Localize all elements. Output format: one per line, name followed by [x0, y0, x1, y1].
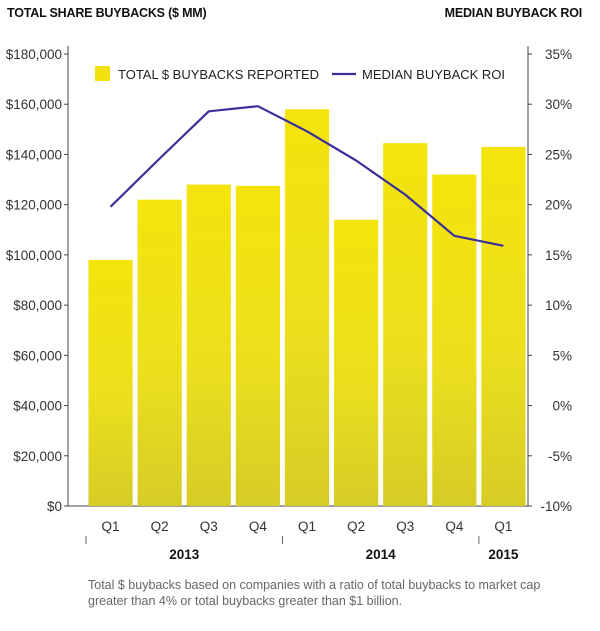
left-tick-label: $40,000 [13, 399, 62, 414]
year-label: 2015 [488, 547, 519, 562]
quarter-label: Q4 [445, 519, 464, 534]
right-tick-label: 25% [545, 147, 572, 162]
left-axis-title: TOTAL SHARE BUYBACKS ($ MM) [7, 6, 207, 20]
buyback-bar [137, 199, 182, 506]
left-tick-label: $140,000 [6, 147, 62, 162]
left-tick-label: $180,000 [6, 47, 62, 62]
right-tick-label: 15% [545, 248, 572, 263]
quarter-label: Q1 [494, 519, 512, 534]
legend-bar-label: TOTAL $ BUYBACKS REPORTED [118, 67, 319, 82]
buyback-bar [235, 185, 280, 507]
left-tick-label: $80,000 [13, 298, 62, 313]
right-tick-label: 35% [545, 47, 572, 62]
buyback-bar [186, 184, 231, 507]
right-tick-label: -10% [540, 499, 572, 514]
right-axis-title: MEDIAN BUYBACK ROI [444, 6, 583, 20]
right-tick-label: -5% [548, 449, 572, 464]
left-tick-label: $100,000 [6, 248, 62, 263]
quarter-label: Q4 [249, 519, 268, 534]
buyback-bar [88, 259, 133, 506]
year-label: 2014 [366, 547, 397, 562]
right-tick-label: 20% [545, 198, 572, 213]
right-tick-label: 0% [552, 399, 572, 414]
buyback-bar [481, 146, 526, 506]
year-label: 2013 [169, 547, 200, 562]
left-tick-label: $60,000 [13, 348, 62, 363]
quarter-label: Q3 [396, 519, 414, 534]
left-tick-label: $120,000 [6, 198, 62, 213]
roi-line [109, 105, 504, 247]
quarter-label: Q1 [298, 519, 316, 534]
quarter-label: Q2 [347, 519, 365, 534]
right-tick-label: 10% [545, 298, 572, 313]
right-tick-label: 5% [552, 348, 572, 363]
buyback-bar [432, 174, 477, 507]
quarter-label: Q3 [200, 519, 218, 534]
right-tick-label: 30% [545, 97, 572, 112]
left-tick-label: $20,000 [13, 449, 62, 464]
left-tick-label: $160,000 [6, 97, 62, 112]
legend-line-label: MEDIAN BUYBACK ROI [362, 67, 505, 82]
left-tick-label: $0 [47, 499, 62, 514]
legend-bar-swatch [95, 66, 110, 81]
quarter-label: Q2 [151, 519, 169, 534]
buyback-bar [383, 143, 428, 506]
quarter-label: Q1 [102, 519, 120, 534]
buyback-bar [334, 219, 379, 506]
buyback-bar [284, 109, 330, 506]
chart-footnote: Total $ buybacks based on companies with… [88, 578, 541, 608]
